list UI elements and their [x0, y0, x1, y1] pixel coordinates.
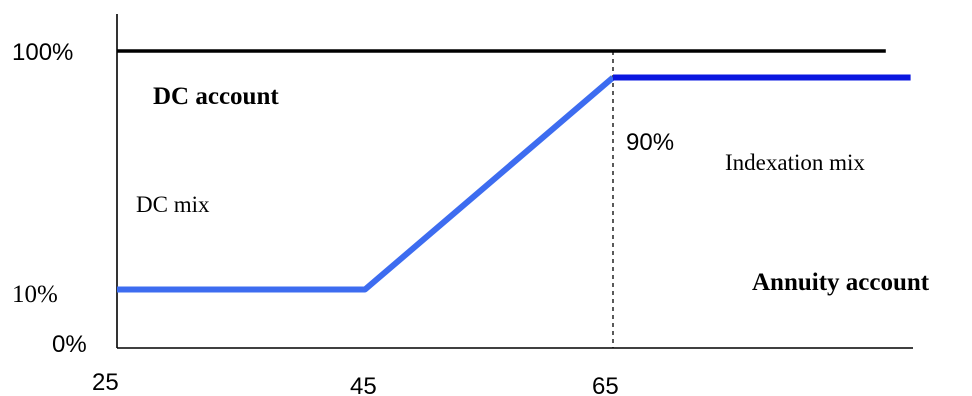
y-tick-10: 10% — [12, 281, 58, 308]
dc-mix-label: DC mix — [136, 192, 210, 217]
annuity-account-label: Annuity account — [752, 269, 930, 296]
dc-account-label: DC account — [153, 83, 279, 110]
pct-90-label: 90% — [626, 129, 674, 156]
y-tick-0: 0% — [52, 331, 87, 358]
x-tick-45: 45 — [350, 373, 377, 396]
dc-mix-line — [117, 75, 615, 293]
y-tick-100: 100% — [12, 39, 73, 66]
indexation-mix-label: Indexation mix — [725, 150, 865, 175]
x-tick-25: 25 — [92, 369, 119, 396]
x-tick-65: 65 — [592, 373, 619, 396]
